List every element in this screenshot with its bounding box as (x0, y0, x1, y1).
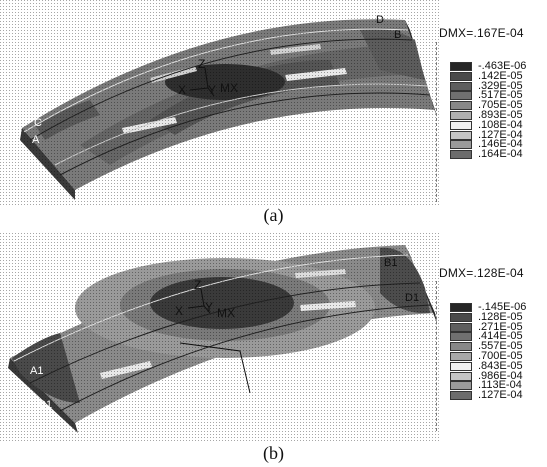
legend-value: .700E-05 (478, 349, 523, 362)
point-label-b: B (394, 29, 401, 41)
legend-swatch (450, 361, 472, 371)
legend-value: -.463E-06 (478, 60, 527, 72)
legend-value: .146E-04 (478, 138, 523, 151)
axis-label-z: Z (198, 57, 205, 71)
legend-swatch (450, 322, 472, 332)
point-label-c: C (34, 117, 42, 129)
legend-value: .557E-05 (478, 340, 523, 353)
legend-swatch (450, 381, 472, 391)
legend-swatch (450, 140, 472, 150)
axis-x-line (187, 305, 205, 309)
legend-value: .843E-05 (478, 359, 523, 372)
legend-value: .986E-04 (478, 369, 523, 382)
legend-value: .271E-05 (478, 320, 523, 333)
legend-value: .164E-04 (478, 148, 523, 161)
legend-swatch (450, 342, 472, 352)
figure-caption: (b) (263, 443, 284, 463)
legend-swatch (450, 371, 472, 381)
legend-value: .127E-04 (478, 389, 523, 402)
legend-value: .893E-05 (478, 108, 523, 121)
axis-y-line (203, 305, 211, 314)
axis-z-line (204, 67, 209, 89)
axis-label-y: Y (205, 300, 213, 314)
legend-value: .329E-05 (478, 79, 523, 92)
legend-swatch (450, 120, 472, 130)
panel-b: Z X Y MX A1 C1 B1 D1 DMX=.128E-04 -.145E… (0, 233, 547, 467)
axis-label-x: X (178, 83, 186, 97)
figure-caption: (a) (263, 205, 284, 225)
legend-swatch (450, 150, 472, 160)
legend-swatch (450, 332, 472, 342)
point-label-b: B1 (384, 257, 397, 269)
legend-value: -.145E-06 (478, 301, 527, 313)
legend-value: .142E-05 (478, 69, 523, 82)
legend-divider (436, 42, 437, 202)
axis-x-line (189, 87, 209, 91)
slab-model-b: Z X Y MX A1 C1 B1 D1 (0, 233, 440, 443)
legend-swatch (450, 391, 472, 401)
legend-swatch (450, 110, 472, 120)
slab-model-a: Z X Y MX C A D B (0, 0, 440, 205)
legend-swatch (450, 91, 472, 101)
axis-label-z: Z (194, 278, 201, 292)
legend-divider (436, 281, 437, 431)
point-label-d: D (376, 14, 384, 26)
legend-value: .108E-04 (478, 118, 523, 131)
axis-label-x: X (175, 304, 183, 318)
dmx-label: DMX=.128E-04 (439, 266, 524, 280)
legend-value: .414E-05 (478, 330, 523, 343)
axis-label-y: Y (208, 83, 216, 97)
axis-label-mx: MX (217, 306, 235, 320)
legend-value: .128E-05 (478, 310, 523, 323)
axis-z-line (200, 288, 205, 307)
legend-swatch (450, 303, 472, 312)
legend-value: .113E-04 (478, 379, 522, 392)
point-label-a: A1 (30, 365, 43, 377)
point-label-d: D1 (405, 292, 419, 304)
axis-label-mx: MX (220, 81, 238, 95)
point-label-c: C1 (38, 399, 52, 411)
legend-swatch (450, 81, 472, 91)
point-label-a: A (32, 134, 40, 146)
legend-value: .127E-04 (478, 128, 523, 141)
legend-swatch (450, 130, 472, 140)
legend-swatch (450, 312, 472, 322)
legend-swatch (450, 101, 472, 111)
legend-swatch (450, 62, 472, 71)
panel-a: Z X Y MX C A D B DMX=.167E-04 -.463E-06.… (0, 0, 547, 233)
legend-value: .705E-05 (478, 99, 523, 112)
legend-swatch (450, 351, 472, 361)
axis-y-line (207, 87, 215, 97)
legend-swatch (450, 71, 472, 81)
dmx-label: DMX=.167E-04 (439, 26, 524, 40)
legend-value: .517E-05 (478, 89, 523, 102)
